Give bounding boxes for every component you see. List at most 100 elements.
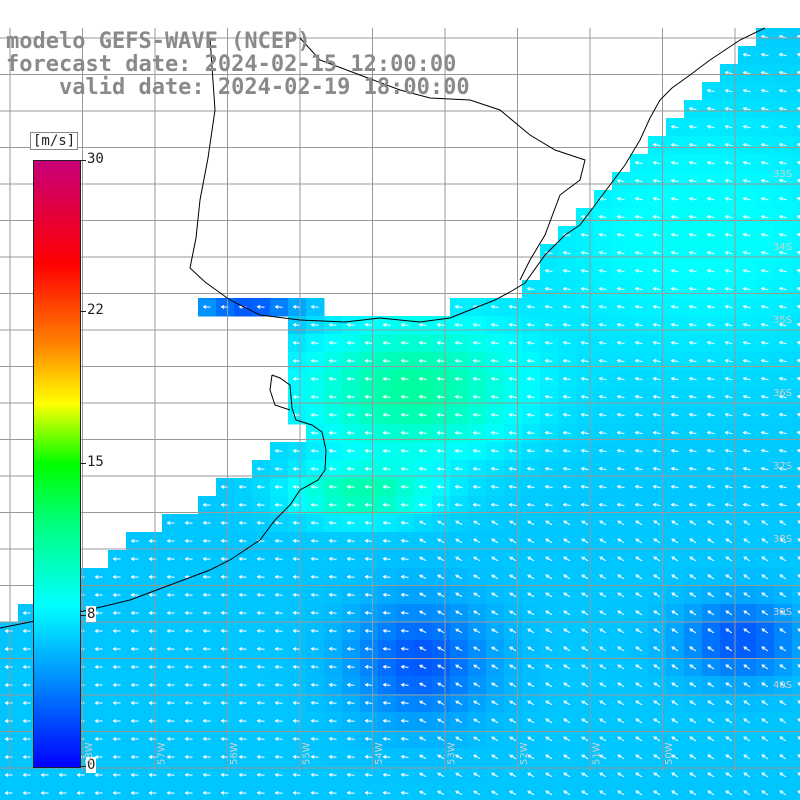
wind-arrow-head [112,701,117,705]
wind-arrow-head [184,682,189,687]
wind-arrow [671,377,679,381]
wind-arrow-head [724,106,729,111]
wind-arrow-head [688,430,693,435]
wind-arrow [581,431,589,435]
wind-arrow-head [563,736,568,741]
wind-arrow-head [220,700,225,705]
wind-arrow-head [382,646,387,651]
wind-arrow-head [724,376,729,381]
wind-arrow-head [490,376,495,381]
wind-arrow [743,251,751,255]
wind-arrow [671,413,679,417]
wind-arrow-head [778,412,783,417]
wind-arrow-head [652,142,657,147]
wind-arrow-head [364,412,369,417]
wind-arrow [671,215,679,219]
wind-arrow-head [527,520,531,525]
wind-arrow-head [760,286,765,291]
wind-arrow [761,287,769,291]
wind-arrow [725,359,733,363]
wind-arrow [671,179,679,183]
wind-arrow [437,772,445,778]
wind-arrow-head [292,304,297,309]
wind-arrow-head [653,790,658,795]
wind-arrow-head [527,664,531,669]
wind-arrow-head [310,412,315,417]
wind-arrow [491,646,499,652]
wind-arrow [419,432,427,434]
wind-arrow-head [310,718,315,723]
wind-arrow-head [779,610,784,614]
wind-arrow-head [688,160,693,165]
wind-arrow-head [562,340,567,345]
wind-arrow [329,396,337,398]
wind-arrow [455,754,463,760]
wind-arrow [509,736,517,742]
wind-arrow [491,754,499,760]
wind-arrow-head [616,304,621,309]
wind-arrow [383,630,391,632]
wind-arrow-head [598,250,603,255]
wind-arrow-head [761,574,766,578]
wind-arrow-head [382,736,387,741]
wind-arrow-head [473,664,477,669]
wind-cell [450,784,469,800]
wind-arrow-head [544,268,549,273]
wind-arrow [617,754,625,760]
wind-arrow [761,35,769,39]
wind-arrow [599,305,607,309]
wind-arrow [761,646,769,652]
wind-arrow [689,754,697,760]
wind-arrow [617,646,625,652]
wind-arrow [635,161,643,165]
wind-arrow-head [112,575,117,579]
wind-arrow [419,396,427,398]
wind-arrow-head [725,628,730,632]
wind-arrow [401,432,409,434]
wind-arrow-head [238,790,243,795]
wind-arrow [365,720,373,722]
wind-arrow-head [580,466,585,471]
wind-arrow-head [418,484,423,489]
wind-arrow-head [454,430,459,435]
wind-arrow-head [635,718,640,723]
wind-arrow [473,664,481,670]
wind-arrow [797,449,800,452]
wind-arrow [365,738,373,740]
wind-arrow-head [670,232,675,237]
wind-arrow-head [562,286,567,291]
wind-arrow-head [706,268,711,273]
wind-arrow [671,718,679,724]
coastline-argentina [0,374,327,629]
wind-arrow [599,197,607,201]
wind-arrow-head [455,520,459,525]
wind-arrow [689,323,697,327]
wind-arrow-head [761,682,766,686]
wind-arrow-head [616,322,621,327]
wind-arrow-head [310,610,315,615]
wind-arrow-head [292,484,297,489]
wind-arrow-head [220,304,225,309]
wind-arrow-head [617,592,622,597]
wind-arrow [455,378,463,380]
wind-arrow-head [491,790,495,795]
wind-arrow-head [616,484,621,489]
wind-arrow [347,738,355,740]
wind-arrow-head [725,736,730,740]
wind-arrow [383,558,391,560]
wind-arrow-head [652,160,657,165]
wind-arrow [671,574,679,580]
wind-arrow [797,664,800,667]
wind-arrow [419,718,427,724]
wind-arrow [545,342,553,344]
wind-arrow [797,35,800,38]
wind-arrow [545,790,553,796]
wind-arrow [491,360,499,362]
wind-arrow-head [400,718,405,723]
wind-arrow [383,486,391,488]
wind-cell [792,676,800,695]
wind-arrow [437,450,445,452]
wind-arrow [311,468,319,470]
wind-arrow [419,520,427,526]
wind-arrow-head [491,538,495,543]
